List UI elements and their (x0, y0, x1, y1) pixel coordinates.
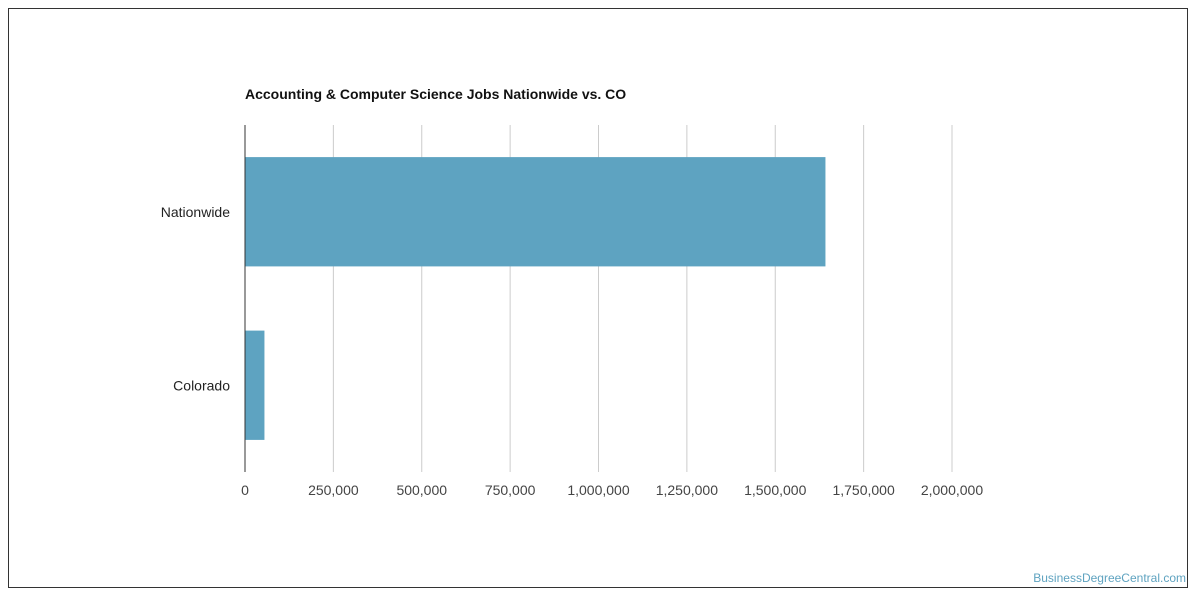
x-axis-tick-labels: 0 250,000 500,000 750,000 1,000,000 1,250,000… (241, 482, 983, 498)
category-label-nationwide: Nationwide (161, 204, 230, 220)
bar-nationwide (245, 157, 826, 267)
x-tick-label: 1,250,000 (656, 482, 718, 498)
bar-colorado (245, 330, 265, 440)
x-tick-label: 2,000,000 (921, 482, 983, 498)
x-tick-label: 1,500,000 (744, 482, 806, 498)
category-label-colorado: Colorado (173, 377, 230, 393)
x-tick-label: 0 (241, 482, 249, 498)
x-tick-label: 750,000 (485, 482, 536, 498)
x-tick-label: 1,000,000 (567, 482, 629, 498)
x-tick-label: 1,750,000 (832, 482, 894, 498)
watermark[interactable]: BusinessDegreeCentral.com (1033, 571, 1186, 585)
bars (245, 157, 826, 440)
chart-title: Accounting & Computer Science Jobs Natio… (245, 86, 627, 102)
x-tick-label: 250,000 (308, 482, 359, 498)
x-tick-label: 500,000 (396, 482, 447, 498)
category-labels: Nationwide Colorado (161, 204, 230, 394)
